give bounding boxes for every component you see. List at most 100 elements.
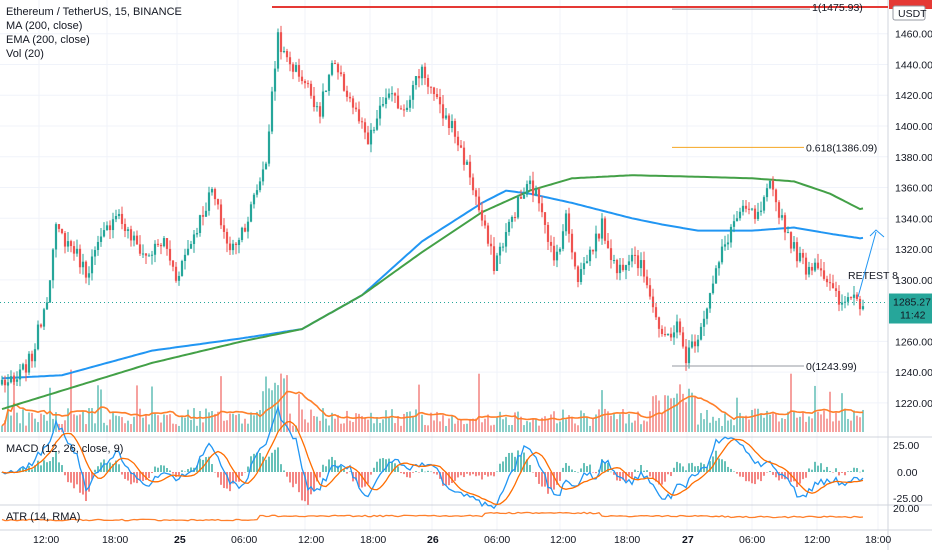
macd-histogram-bar	[754, 472, 756, 485]
candle-body	[360, 121, 364, 123]
volume-bar	[334, 418, 336, 432]
last-price-badge	[889, 293, 932, 324]
candle-body	[543, 212, 547, 225]
macd-histogram-bar	[814, 461, 816, 472]
macd-histogram-bar	[625, 472, 627, 482]
symbol-title[interactable]: Ethereum / TetherUS, 15, BINANCE	[6, 6, 182, 18]
volume-bar	[382, 419, 384, 432]
macd-histogram-bar	[676, 461, 678, 472]
volume-bar	[577, 425, 579, 432]
candle-body	[699, 326, 703, 340]
volume-bar	[109, 419, 111, 432]
candle-body	[219, 204, 223, 226]
candle-body	[801, 252, 805, 258]
candle-body	[141, 253, 145, 255]
volume-bar	[373, 423, 375, 432]
volume-bar	[571, 416, 573, 432]
volume-bar	[547, 418, 549, 432]
volume-bar	[220, 376, 222, 432]
candle-body	[567, 213, 571, 234]
macd-histogram-bar	[289, 472, 291, 483]
volume-bar	[424, 424, 426, 432]
macd-histogram-bar	[628, 472, 630, 476]
candle-body	[582, 263, 586, 270]
time-axis-tick: 18:00	[360, 534, 386, 546]
volume-bar	[355, 413, 357, 432]
macd-histogram-bar	[358, 472, 360, 488]
candle-body	[183, 254, 187, 262]
macd-histogram-bar	[499, 463, 501, 472]
candle-body	[273, 68, 277, 92]
macd-histogram-bar	[559, 472, 561, 481]
macd-histogram-bar	[553, 472, 555, 490]
candle-body	[585, 261, 589, 264]
volume-bar	[484, 418, 486, 432]
volume-bar	[184, 417, 186, 432]
volume-bar	[703, 419, 705, 432]
candle-body	[201, 215, 205, 217]
candle-body	[177, 275, 181, 281]
volume-bar	[412, 416, 414, 432]
candle-body	[261, 169, 265, 182]
vol-legend[interactable]: Vol (20)	[6, 48, 44, 60]
candle-body	[855, 294, 859, 299]
macd-histogram-bar	[22, 467, 24, 472]
macd-histogram-bar	[529, 464, 531, 472]
macd-histogram-bar	[331, 456, 333, 472]
volume-bar	[88, 408, 90, 432]
candle-body	[747, 208, 751, 210]
candle-body	[78, 248, 82, 268]
macd-legend[interactable]: MACD (12, 26, close, 9)	[6, 443, 124, 455]
volume-bar	[379, 422, 381, 432]
candle-body	[429, 86, 433, 88]
macd-histogram-bar	[259, 453, 261, 472]
candle-body	[573, 252, 577, 267]
candle-body	[111, 219, 115, 231]
candle-body	[318, 106, 322, 117]
atr-legend[interactable]: ATR (14, RMA)	[6, 511, 81, 523]
candle-body	[606, 240, 610, 249]
ma-legend[interactable]: MA (200, close)	[6, 20, 83, 32]
time-axis-tick: 18:00	[865, 534, 891, 546]
volume-bar	[763, 417, 765, 432]
macd-histogram-bar	[229, 472, 231, 492]
candle-body	[456, 136, 460, 146]
candle-body	[417, 76, 421, 79]
volume-bar	[664, 395, 666, 432]
volume-bar	[844, 408, 846, 432]
volume-bar	[436, 411, 438, 432]
volume-bar	[541, 417, 543, 432]
price-axis-tick: 1360.00	[895, 183, 932, 195]
macd-histogram-bar	[538, 472, 540, 484]
volume-bar	[805, 421, 807, 432]
candle-body	[546, 224, 550, 242]
price-axis-tick: 1400.00	[895, 121, 932, 133]
macd-histogram-bar	[139, 472, 141, 481]
volume-bar	[289, 413, 291, 432]
volume-bar	[493, 424, 495, 432]
macd-histogram-bar	[388, 458, 390, 472]
volume-bar	[715, 420, 717, 432]
candle-body	[384, 97, 388, 105]
macd-histogram-bar	[805, 472, 807, 478]
macd-histogram-bar	[610, 471, 612, 473]
volume-bar	[136, 385, 138, 432]
candle-body	[714, 268, 718, 284]
ema-legend[interactable]: EMA (200, close)	[6, 34, 90, 46]
candle-body	[114, 215, 118, 220]
macd-histogram-bar	[733, 471, 735, 472]
candle-body	[240, 227, 244, 240]
macd-histogram-bar	[700, 462, 702, 472]
candle-body	[264, 163, 268, 170]
macd-histogram-bar	[841, 472, 843, 473]
macd-histogram-bar	[568, 465, 570, 472]
macd-histogram-bar	[751, 472, 753, 484]
volume-bar	[775, 413, 777, 432]
volume-bar	[1, 425, 3, 432]
macd-histogram-bar	[589, 464, 591, 472]
macd-histogram-bar	[292, 472, 294, 488]
time-axis-tick: 25	[174, 534, 186, 546]
time-axis-tick: 06:00	[484, 534, 510, 546]
volume-bar	[283, 378, 285, 432]
